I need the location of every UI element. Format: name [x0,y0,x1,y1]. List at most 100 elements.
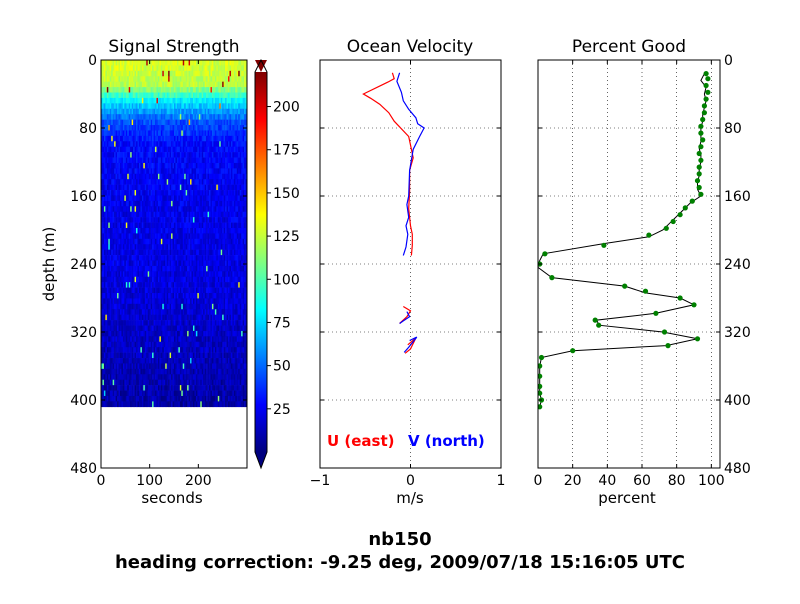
heatmap-cell [125,179,128,185]
heatmap-cell [200,195,203,202]
heatmap-cell [168,200,170,207]
heatmap-cell [232,325,235,332]
heatmap-cell [146,249,149,256]
heatmap-cell [124,314,127,321]
heatmap-cell [184,238,186,245]
heatmap-cell [121,65,124,72]
heatmap-cell [198,87,201,93]
heatmap-cell [166,97,169,104]
heatmap-cell [242,141,245,147]
heatmap-cell [166,157,169,164]
heatmap-cell [190,325,192,332]
heatmap-cell [229,206,232,213]
heatmap-cell [210,184,213,191]
heatmap-cell [201,244,204,250]
heatmap-cell [190,162,192,169]
heatmap-cell [220,146,223,153]
heatmap-cell [211,76,214,82]
heatmap-cell [150,70,153,77]
heatmap-cell [150,260,153,267]
heatmap-cell [226,125,229,131]
heatmap-cell [185,200,188,207]
heatmap-cell [181,152,184,158]
heatmap-cell [130,157,132,164]
heatmap-cell [219,125,222,131]
heatmap-cell [146,135,149,142]
heatmap-cell [223,81,226,88]
heatmap-cell [134,249,137,256]
heatmap-cell [124,152,127,158]
heatmap-cell [119,70,122,77]
heatmap-cell [112,157,115,164]
heatmap-cell [127,238,130,245]
heatmap-cell [175,287,178,294]
heatmap-cell [121,325,124,332]
heatmap-cell [230,227,233,234]
heatmap-cell [103,195,106,202]
heatmap-cell [163,244,166,250]
heatmap-cell [233,103,236,110]
heatmap-cell [118,97,121,104]
heatmap-cell [147,260,150,267]
heatmap-cell [184,325,186,332]
heatmap-cell [226,97,229,104]
heatmap-cell [191,130,194,137]
heatmap-cell [125,146,128,153]
heatmap-cell [197,276,200,283]
heatmap-cell [244,76,246,82]
heatmap-cell [140,179,143,185]
heatmap-cell [242,298,245,305]
heatmap-cell [204,130,207,137]
heatmap-cell [163,314,166,321]
heatmap-cell [112,303,115,310]
heatmap-cell [136,184,138,191]
heatmap-cell [146,108,149,115]
heatmap-cell [207,276,210,283]
heatmap-cell [203,238,205,245]
heatmap-cell [160,293,163,299]
heatmap-cell [204,173,207,180]
heatmap-cell [138,108,141,115]
heatmap-cell [152,125,154,131]
heatmap-cell [198,190,201,196]
heatmap-cell [169,320,172,326]
heatmap-cell [117,298,119,305]
heatmap-cell [127,255,130,261]
heatmap-cell [175,200,178,207]
heatmap-cell [153,227,156,234]
heatmap-cell [191,87,194,93]
heatmap-cell [184,65,186,72]
heatmap-cell [195,211,198,218]
heatmap-cell [220,60,223,66]
heatmap-cell [204,103,207,110]
heatmap-cell [163,309,166,315]
heatmap-cell [102,287,105,294]
heatmap-cell [216,190,219,196]
heatmap-cell [228,195,230,202]
heatmap-cell [152,152,154,158]
heatmap-cell [157,146,160,153]
heatmap-cell [153,179,156,185]
heatmap-cell [241,92,243,99]
heatmap-cell [106,320,109,326]
heatmap-cell [206,125,208,131]
heatmap-cell [244,190,246,196]
heatmap-cell [214,157,217,164]
heatmap-cell [150,227,153,234]
heatmap-cell [225,282,227,288]
heatmap-cell [124,87,127,93]
heatmap-cell [168,76,170,82]
heatmap-cell [149,97,151,104]
heatmap-cell [182,303,185,310]
heatmap-cell [245,168,247,175]
heatmap-cell [179,320,182,326]
heatmap-cell [178,287,181,294]
heatmap-cell [185,217,188,223]
heatmap-cell [206,173,208,180]
heatmap-cell [220,130,223,137]
heatmap-cell [115,103,118,110]
heatmap-cell [153,190,156,196]
heatmap-cell [101,108,103,115]
heatmap-cell [239,276,242,283]
heatmap-cell [128,70,131,77]
